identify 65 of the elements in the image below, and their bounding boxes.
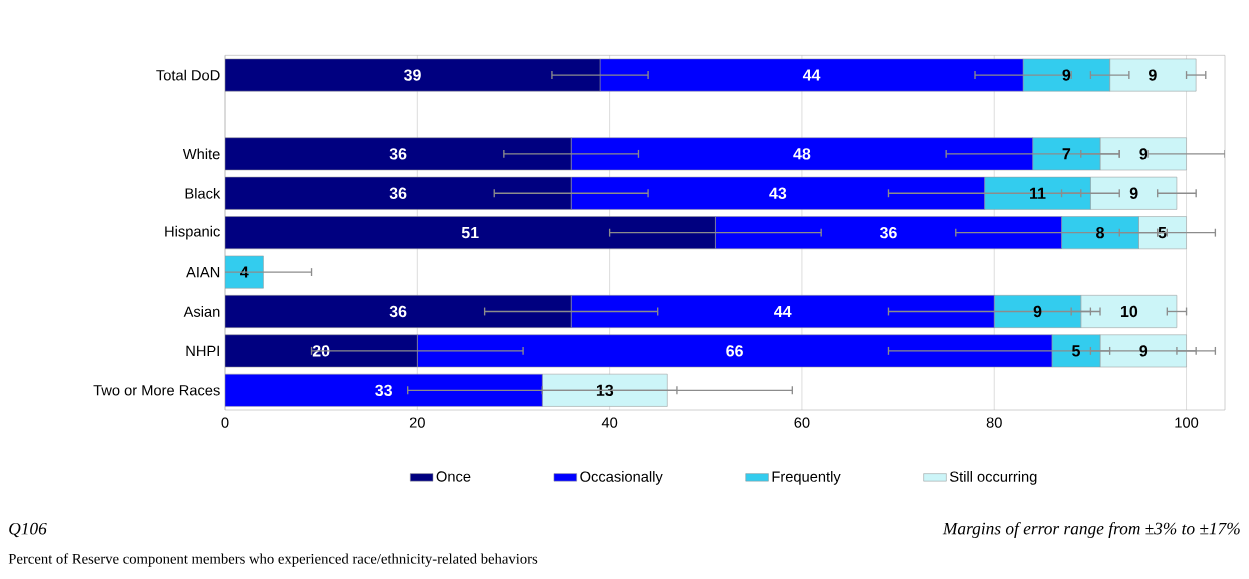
bar [1061, 216, 1139, 250]
legend-label: Frequently [772, 471, 841, 485]
y-tick-label: Two or More Races [93, 385, 220, 396]
x-tick-label: 60 [794, 417, 810, 428]
data-label: 11 [1030, 187, 1046, 199]
data-label: 8 [1096, 227, 1104, 239]
data-label: 9 [1062, 69, 1071, 81]
bar [225, 373, 543, 407]
bar [1051, 334, 1101, 368]
bar [225, 295, 572, 328]
y-tick-label: Black [185, 187, 221, 199]
data-label: 36 [389, 305, 407, 318]
data-label: 9 [1139, 148, 1148, 160]
y-tick-label: NHPI [186, 345, 219, 356]
bar [225, 334, 418, 368]
bar [599, 58, 1024, 92]
bar [570, 295, 995, 328]
data-label: 66 [726, 345, 743, 357]
data-label: 33 [375, 384, 392, 396]
bar [715, 216, 1062, 250]
bar [570, 137, 1033, 171]
legend-label: Once [436, 471, 471, 482]
data-label: 20 [312, 345, 330, 357]
data-label: 4 [240, 266, 249, 278]
data-label: 44 [802, 69, 821, 81]
y-tick-label: Total DoD [156, 69, 220, 81]
y-tick-label: Hispanic [165, 225, 220, 240]
data-label: 9 [1129, 187, 1138, 199]
data-label: 9 [1033, 305, 1042, 318]
x-tick-label: 40 [601, 417, 618, 428]
bar [225, 58, 601, 92]
data-label: 48 [793, 148, 811, 160]
data-label: 39 [403, 69, 421, 81]
data-label: 10 [1120, 305, 1138, 318]
data-label: 36 [879, 227, 897, 239]
bar [417, 334, 1053, 368]
data-label: 43 [769, 187, 787, 199]
text: Margins of error range from ±3% to ±17% [942, 522, 1240, 538]
text: Q106 [9, 522, 47, 538]
data-label: 7 [1062, 148, 1071, 160]
bar [225, 216, 716, 250]
legend-label: Still occurring [949, 471, 1037, 485]
data-label: 44 [774, 305, 792, 317]
data-label: 9 [1149, 69, 1157, 81]
x-tick-label: 100 [1175, 417, 1199, 428]
data-label: 5 [1072, 345, 1080, 357]
x-tick-label: 20 [409, 417, 425, 428]
bar [570, 176, 985, 210]
x-tick-label: 80 [986, 417, 1002, 428]
y-tick-label: Asian [183, 306, 220, 317]
y-tick-label: AIAN [186, 267, 220, 278]
data-label: 36 [389, 148, 407, 160]
bar [225, 176, 572, 210]
data-label: 36 [389, 187, 407, 199]
data-label: 9 [1139, 345, 1148, 357]
bar [984, 176, 1091, 210]
data-label: 51 [461, 227, 479, 239]
bar [993, 295, 1082, 328]
bar [225, 137, 572, 171]
bar [1032, 137, 1101, 171]
legend-label: Occasionally [580, 471, 663, 485]
text: Percent of Reserve component members who experienced race/ethnicity-related behaviors [8, 553, 538, 567]
y-tick-label: White [182, 148, 220, 160]
x-tick-label: 0 [221, 417, 229, 428]
bar [1022, 58, 1110, 92]
